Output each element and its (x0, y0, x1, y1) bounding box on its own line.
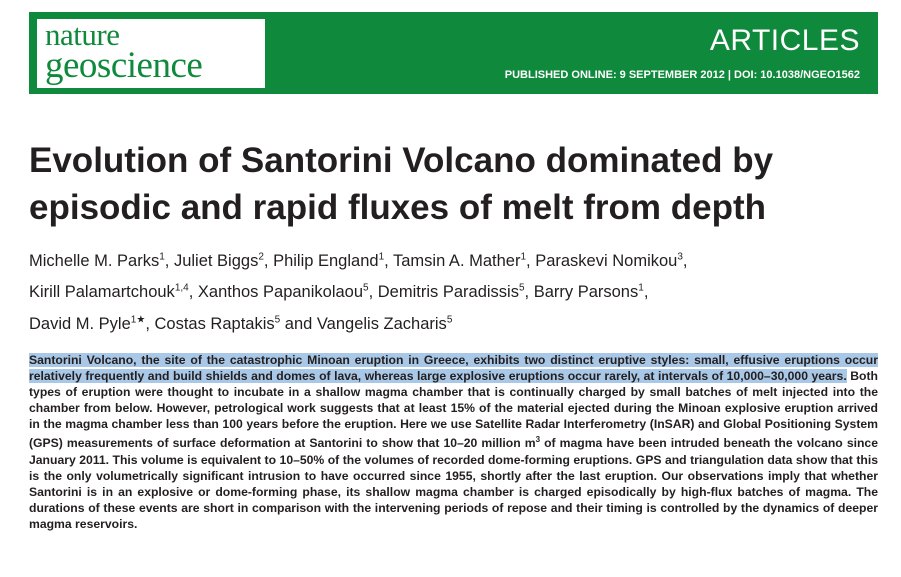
paper-title: Evolution of Santorini Volcano dominated… (29, 141, 774, 227)
abstract-text-part1: Both types of eruption were thought to i… (29, 369, 878, 451)
author-name: Barry Parsons (533, 283, 639, 301)
pubinfo-separator: | (724, 69, 735, 81)
journal-header: nature geoscience ARTICLES PUBLISHED ONL… (29, 12, 878, 94)
author-affiliation: 1 (159, 251, 165, 262)
section-label: ARTICLES (709, 24, 860, 57)
author: Philip England1, (273, 251, 393, 270)
abstract-superscript: 3 (535, 435, 541, 445)
author-affiliation: 5 (363, 282, 369, 294)
author-affiliation: 1 (378, 251, 385, 262)
author: Michelle M. Parks1, (29, 251, 174, 270)
author-name: Tamsin A. Mather (393, 251, 521, 270)
publication-info: PUBLISHED ONLINE: 9 SEPTEMBER 2012 | DOI… (505, 69, 860, 81)
author-separator: and (280, 314, 317, 333)
author-name: Costas Raptakis (154, 314, 275, 333)
author-separator: , (164, 251, 174, 270)
author: Vangelis Zacharis5 (316, 314, 453, 333)
author-name: Xanthos Papanikolaou (197, 283, 364, 301)
author-separator: , (368, 283, 378, 301)
author: Costas Raptakis5 and (154, 314, 317, 333)
author-affiliation: 1 (520, 251, 527, 262)
author-name: Michelle M. Parks (29, 251, 160, 270)
author: Demitris Paradissis5, (377, 282, 534, 302)
author-affiliation: 2 (258, 251, 264, 262)
author: Kirill Palamartchouk1,4, (29, 282, 198, 302)
author-separator: , (188, 283, 198, 301)
journal-logo: nature geoscience (37, 17, 265, 88)
author: Barry Parsons1, (533, 282, 649, 302)
author-separator: , (524, 283, 534, 301)
abstract-text-part2: of magma have been intruded beneath the … (29, 436, 878, 531)
author-separator: , (263, 251, 274, 270)
author-name: Philip England (273, 251, 379, 270)
author-name: Juliet Biggs (173, 251, 259, 270)
author: Juliet Biggs2, (173, 251, 274, 270)
author-name: Kirill Palamartchouk (29, 283, 175, 301)
author-list: Michelle M. Parks1, Juliet Biggs2, Phili… (29, 243, 879, 338)
author-separator: , (643, 283, 649, 301)
published-date: PUBLISHED ONLINE: 9 SEPTEMBER 2012 (504, 69, 725, 81)
doi: DOI: 10.1038/NGEO1562 (734, 69, 860, 81)
abstract: Santorini Volcano, the site of the catas… (29, 352, 878, 532)
author-name: Vangelis Zacharis (316, 314, 447, 333)
author: David M. Pyle1★, (29, 314, 155, 333)
author-affiliation: 5 (518, 282, 525, 294)
author-affiliation: 5 (446, 314, 453, 325)
author-affiliation: 5 (274, 314, 281, 325)
abstract-highlighted-text[interactable]: Santorini Volcano, the site of the catas… (29, 353, 878, 384)
author-separator: , (682, 251, 688, 270)
logo-line-nature: nature (45, 17, 120, 52)
author-affiliation: 1,4 (174, 282, 189, 294)
author: Xanthos Papanikolaou5, (197, 282, 378, 302)
author: Tamsin A. Mather1, (393, 251, 536, 270)
author-name: Demitris Paradissis (377, 283, 519, 301)
author-affiliation: 1★ (130, 314, 146, 325)
author-separator: , (526, 251, 536, 270)
author: Paraskevi Nomikou3, (535, 251, 688, 270)
author-affiliation: 1 (638, 282, 644, 294)
logo-line-geoscience: geoscience (45, 45, 203, 86)
author-name: David M. Pyle (29, 314, 131, 333)
author-affiliation: 3 (677, 251, 683, 262)
author-separator: , (145, 314, 155, 333)
author-name: Paraskevi Nomikou (535, 251, 678, 270)
author-separator: , (384, 251, 393, 270)
